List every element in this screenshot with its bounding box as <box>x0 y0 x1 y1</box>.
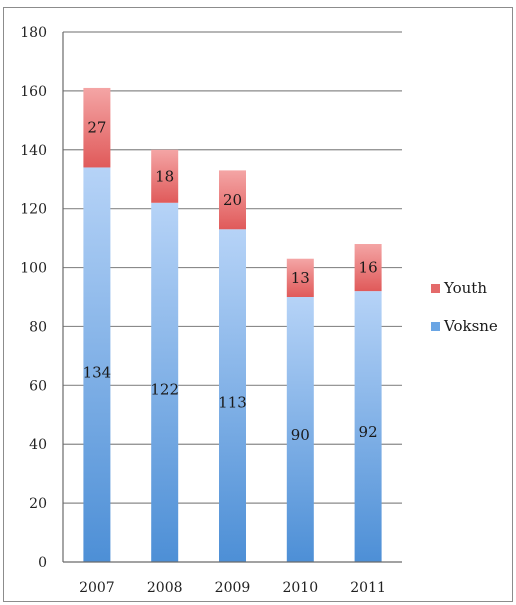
bar-youth-2008 <box>151 149 179 203</box>
x-tick-label: 2007 <box>79 580 115 596</box>
data-label: 122 <box>150 381 179 399</box>
legend-swatch <box>431 284 440 293</box>
y-tick-label: 20 <box>29 496 47 512</box>
legend-swatch <box>431 322 440 331</box>
data-label: 18 <box>155 167 174 185</box>
x-tick-label: 2009 <box>215 580 251 596</box>
bars <box>83 87 382 562</box>
data-label: 113 <box>218 393 247 411</box>
y-tick-label: 160 <box>20 84 47 100</box>
data-label: 16 <box>359 259 378 277</box>
y-tick-label: 120 <box>20 202 47 218</box>
legend: Youth Voksne <box>431 279 498 335</box>
bar-voksne-2011 <box>354 291 382 562</box>
y-tick-label: 180 <box>20 25 47 41</box>
y-tick-label: 80 <box>29 319 47 335</box>
data-label: 90 <box>291 426 310 444</box>
legend-label: Voksne <box>443 317 498 335</box>
data-label: 13 <box>291 269 310 287</box>
bar-youth-2011 <box>354 244 382 292</box>
y-tick-label: 60 <box>29 378 47 394</box>
bar-youth-2009 <box>219 170 246 230</box>
data-label: 134 <box>83 364 112 382</box>
y-tick-label: 140 <box>20 143 47 159</box>
x-tick-label: 2010 <box>282 580 318 596</box>
data-labels: 134 27 122 18 113 20 90 13 92 16 <box>83 119 378 444</box>
bar-voksne-2007 <box>83 167 111 562</box>
y-tick-label: 40 <box>29 437 47 453</box>
data-label: 27 <box>87 119 106 137</box>
y-tick-label: 100 <box>20 261 47 277</box>
data-label: 20 <box>223 191 242 209</box>
data-label: 92 <box>359 423 378 441</box>
x-tick-label: 2008 <box>147 580 183 596</box>
bar-voksne-2010 <box>286 297 314 562</box>
x-tick-label: 2011 <box>350 580 386 596</box>
bar-voksne-2008 <box>151 202 179 562</box>
bar-youth-2010 <box>286 258 314 297</box>
bar-youth-2007 <box>83 87 111 168</box>
axes: 0 20 40 60 80 100 120 140 160 180 2007 2008 2009 2010… <box>20 25 402 596</box>
legend-label: Youth <box>443 279 487 297</box>
y-tick-label: 0 <box>38 555 47 571</box>
bar-voksne-2009 <box>219 229 246 562</box>
